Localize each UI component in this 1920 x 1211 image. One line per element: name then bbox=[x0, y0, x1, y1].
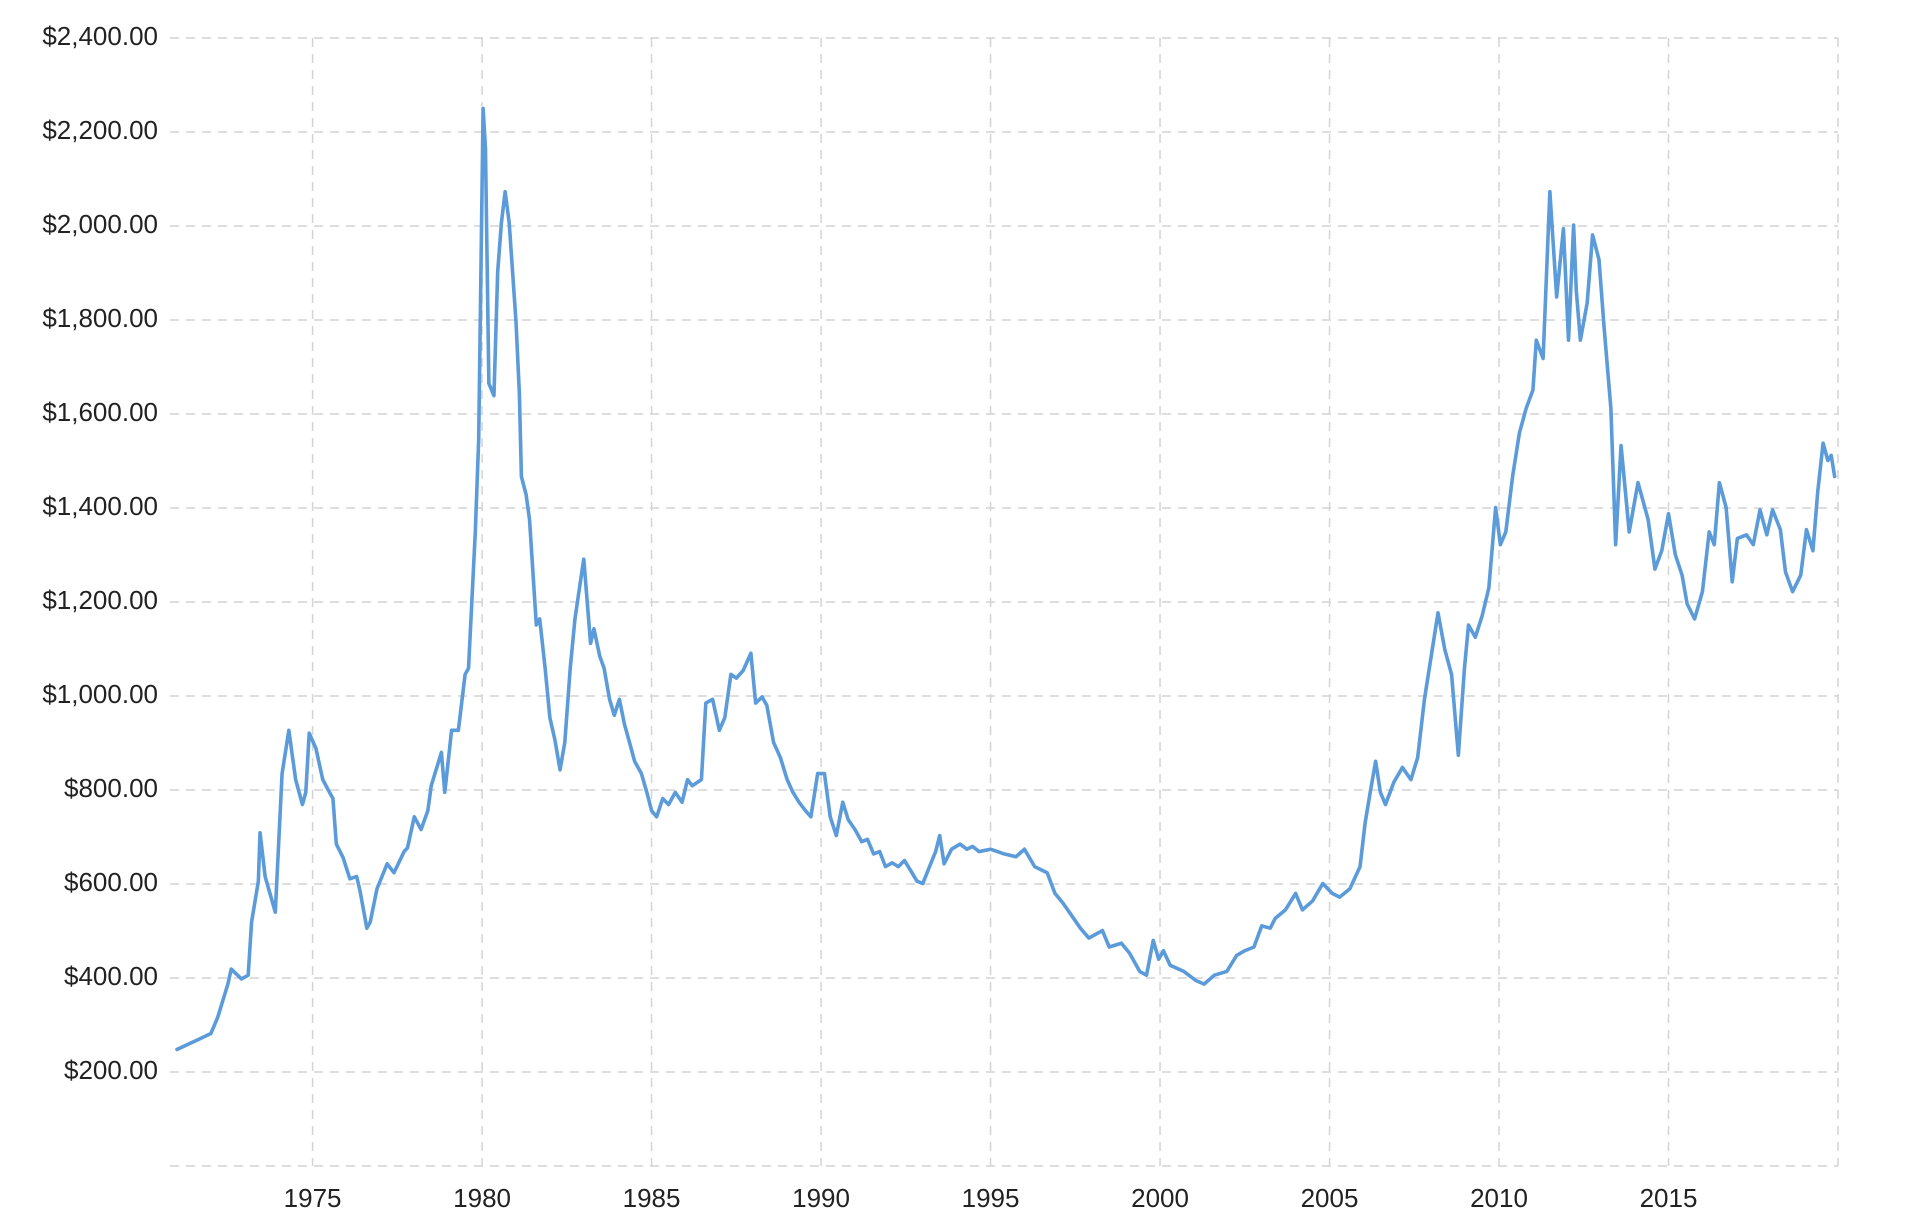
y-tick-label: $1,600.00 bbox=[42, 397, 158, 427]
x-tick-label: 2000 bbox=[1131, 1183, 1189, 1211]
y-tick-label: $400.00 bbox=[64, 961, 158, 991]
y-tick-label: $1,200.00 bbox=[42, 585, 158, 615]
price-line bbox=[175, 106, 1837, 1052]
x-tick-label: 1995 bbox=[962, 1183, 1020, 1211]
x-tick-label: 2010 bbox=[1470, 1183, 1528, 1211]
y-tick-label: $800.00 bbox=[64, 773, 158, 803]
y-tick-label: $600.00 bbox=[64, 867, 158, 897]
y-tick-label: $1,800.00 bbox=[42, 303, 158, 333]
x-tick-label: 1990 bbox=[792, 1183, 850, 1211]
y-tick-label: $2,000.00 bbox=[42, 209, 158, 239]
x-tick-label: 1975 bbox=[284, 1183, 342, 1211]
y-tick-label: $1,000.00 bbox=[42, 679, 158, 709]
x-tick-label: 1985 bbox=[623, 1183, 681, 1211]
x-tick-label: 1980 bbox=[453, 1183, 511, 1211]
y-tick-label: $200.00 bbox=[64, 1055, 158, 1085]
grid bbox=[170, 37, 1838, 1166]
y-tick-label: $2,200.00 bbox=[42, 115, 158, 145]
x-tick-label: 2005 bbox=[1301, 1183, 1359, 1211]
y-tick-label: $1,400.00 bbox=[42, 491, 158, 521]
y-tick-label: $2,400.00 bbox=[42, 21, 158, 51]
x-tick-label: 2015 bbox=[1640, 1183, 1698, 1211]
